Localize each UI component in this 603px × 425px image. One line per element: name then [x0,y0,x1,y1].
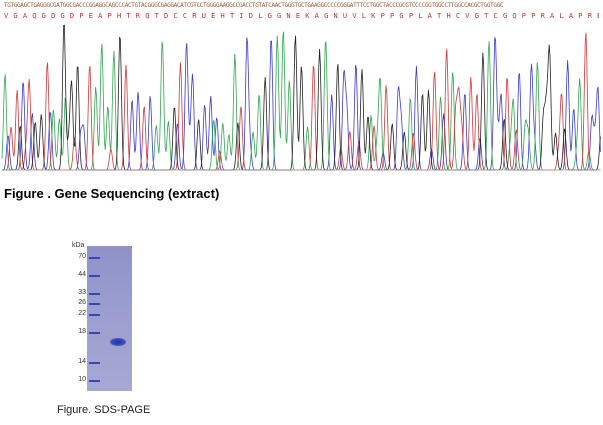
marker-label-18: 18 [78,328,86,335]
kda-unit-label: kDa [72,242,85,249]
amino-acid-sequence: VGAQGDGDPEAPHTRQTDCCRUEHTIDLGGNEKAGNUVLK… [4,12,599,20]
marker-band-26 [89,303,100,305]
marker-band-18 [89,332,100,334]
trace-C [1,37,601,171]
marker-label-44: 44 [78,271,86,278]
marker-label-33: 33 [78,289,86,296]
marker-label-22: 22 [78,310,86,317]
marker-label-70: 70 [78,253,86,260]
marker-band-22 [89,314,100,316]
sequencing-chromatogram [1,24,601,171]
marker-label-14: 14 [78,358,86,365]
marker-band-14 [89,362,100,364]
marker-band-44 [89,275,100,277]
marker-band-33 [89,293,100,295]
marker-band-70 [89,257,100,259]
trace-G [2,24,601,171]
marker-band-10 [89,380,100,382]
marker-label-26: 26 [78,299,86,306]
sds-page-caption: Figure. SDS-PAGE [57,404,151,416]
trace-A [1,31,601,171]
trace-T [2,32,601,171]
nucleotide-sequence: TGTGGAGCTGAGGGCGATGGCGACCCGGAGGCAGCCCACT… [4,2,504,9]
sequencing-caption: Figure . Gene Sequencing (extract) [4,186,220,201]
marker-label-10: 10 [78,376,86,383]
sample-band [110,338,126,346]
gel-image [87,246,132,391]
